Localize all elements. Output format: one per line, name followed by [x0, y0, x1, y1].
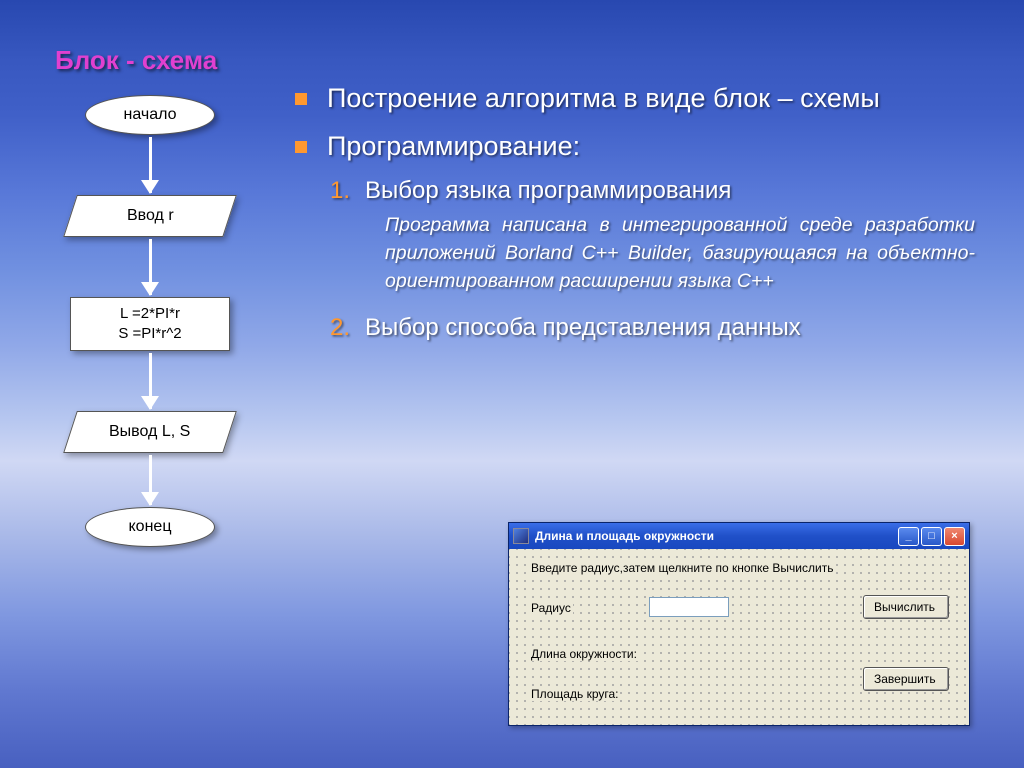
- app-window: Длина и площадь окружности _ □ × Введите…: [508, 522, 970, 726]
- close-button[interactable]: ×: [944, 527, 965, 546]
- flowchart: начало Ввод r L =2*PI*r S =PI*r^2 Вывод …: [50, 95, 250, 547]
- square-bullet-icon: [295, 93, 307, 105]
- flowchart-node-input: Ввод r: [63, 195, 237, 237]
- flowchart-node-process: L =2*PI*r S =PI*r^2: [70, 297, 230, 351]
- flowchart-arrow: [149, 239, 152, 295]
- bullet-item: Программирование:: [295, 128, 975, 164]
- radius-input[interactable]: [649, 597, 729, 617]
- area-label: Площадь круга:: [529, 687, 620, 701]
- content-region: Построение алгоритма в виде блок – схемы…: [295, 80, 975, 348]
- form-body: Введите радиус,затем щелкните по кнопке …: [509, 549, 969, 725]
- flowchart-node-start: начало: [85, 95, 215, 135]
- window-buttons: _ □ ×: [898, 527, 965, 546]
- flowchart-arrow: [149, 353, 152, 409]
- flowchart-process-line1: L =2*PI*r: [120, 304, 180, 324]
- slide-title: Блок - схема: [55, 45, 217, 76]
- flowchart-arrow: [149, 137, 152, 193]
- exit-button[interactable]: Завершить: [863, 667, 949, 691]
- flowchart-node-label: Вывод L, S: [109, 423, 190, 441]
- radius-label: Радиус: [529, 601, 573, 615]
- numbered-text: Выбор языка программирования: [365, 177, 975, 205]
- square-bullet-icon: [295, 141, 307, 153]
- flowchart-node-output: Вывод L, S: [63, 411, 237, 453]
- calculate-button[interactable]: Вычислить: [863, 595, 949, 619]
- app-icon: [513, 528, 529, 544]
- bullet-text: Программирование:: [327, 128, 975, 164]
- bullet-item: Построение алгоритма в виде блок – схемы: [295, 80, 975, 116]
- flowchart-process-line2: S =PI*r^2: [118, 324, 181, 344]
- maximize-button[interactable]: □: [921, 527, 942, 546]
- minimize-button[interactable]: _: [898, 527, 919, 546]
- sub-paragraph: Программа написана в интегрированной сре…: [385, 211, 975, 296]
- bullet-text: Построение алгоритма в виде блок – схемы: [327, 80, 975, 116]
- number-label: 1.: [330, 177, 365, 205]
- window-titlebar[interactable]: Длина и площадь окружности _ □ ×: [509, 523, 969, 549]
- flowchart-arrow: [149, 455, 152, 505]
- numbered-item: 2. Выбор способа представления данных: [330, 314, 975, 342]
- numbered-text: Выбор способа представления данных: [365, 314, 975, 342]
- flowchart-node-end: конец: [85, 507, 215, 547]
- instruction-label: Введите радиус,затем щелкните по кнопке …: [529, 561, 835, 575]
- length-label: Длина окружности:: [529, 647, 639, 661]
- numbered-item: 1. Выбор языка программирования: [330, 177, 975, 205]
- number-label: 2.: [330, 314, 365, 342]
- window-title: Длина и площадь окружности: [535, 529, 898, 543]
- flowchart-node-label: Ввод r: [127, 207, 174, 225]
